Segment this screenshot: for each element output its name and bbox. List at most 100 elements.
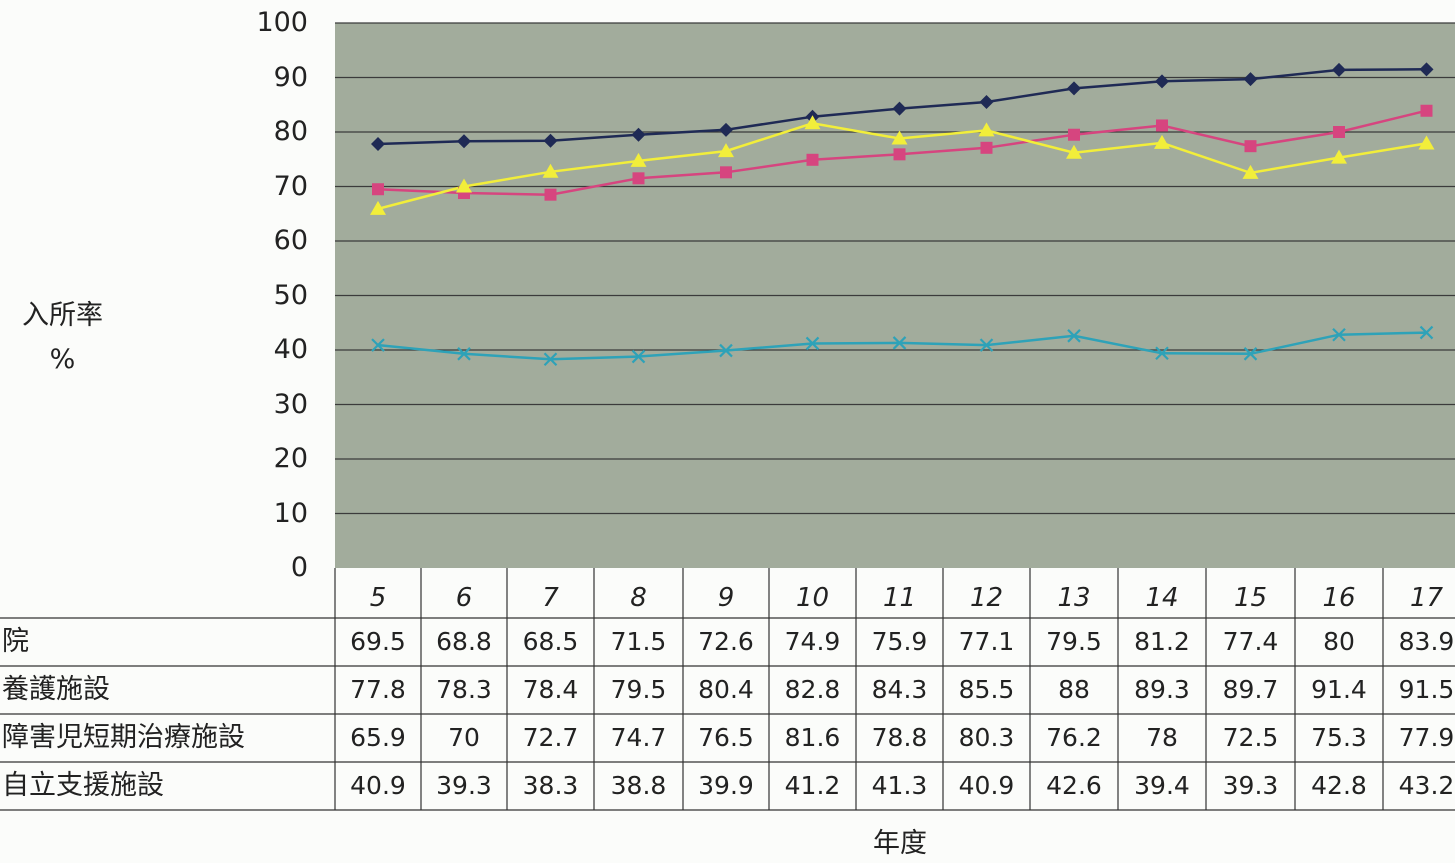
data-point [1155, 74, 1169, 89]
data-point [1243, 347, 1258, 361]
x-axis-title: 年度 [873, 828, 927, 859]
legend-series-label: 自立支援施設 [2, 770, 164, 801]
data-point [632, 172, 645, 185]
table-cell: 76.2 [1046, 723, 1102, 752]
data-point [630, 152, 647, 167]
data-point [542, 163, 559, 178]
table-cell: 74.9 [784, 627, 841, 656]
table-cell: 39.9 [698, 771, 754, 800]
table-cell: 41.3 [871, 771, 928, 800]
x-tick-label: 12 [969, 583, 1004, 613]
table-cell: 39.3 [436, 771, 492, 800]
data-table-grid [0, 568, 1455, 811]
gridlines [335, 22, 1455, 515]
data-point [1420, 104, 1433, 117]
table-cell: 40.9 [958, 771, 1015, 800]
data-point [1242, 164, 1259, 179]
y-tick-label: 20 [273, 443, 308, 474]
table-cell: 68.5 [522, 627, 579, 656]
data-point [1155, 346, 1169, 361]
x-tick-label: 11 [882, 583, 917, 613]
table-cell: 89.3 [1134, 675, 1190, 704]
y-axis-unit: % [49, 344, 76, 375]
table-cell: 42.6 [1046, 771, 1102, 800]
table-cell: 76.5 [698, 723, 754, 752]
table-cell: 78 [1146, 723, 1178, 752]
table-cell: 75.3 [1311, 723, 1367, 752]
data-point [1419, 325, 1434, 340]
data-point [372, 183, 384, 196]
table-cell: 91.5 [1398, 675, 1455, 704]
table-cell: 77.1 [958, 627, 1015, 656]
data-point [892, 336, 907, 350]
table-cell: 72.5 [1222, 723, 1279, 752]
table-cell: 91.4 [1311, 675, 1367, 704]
x-tick-label: 6 [455, 583, 473, 613]
data-point [1331, 149, 1347, 164]
y-axis-label: 入所率 [22, 300, 103, 331]
table-cell: 80.3 [958, 723, 1015, 752]
table-cell: 78.3 [436, 675, 492, 704]
table-cell: 89.7 [1222, 675, 1279, 704]
data-point [1332, 327, 1346, 342]
data-point [1243, 72, 1258, 87]
data-point [371, 136, 385, 151]
table-cell: 81.6 [784, 723, 841, 752]
table-cell: 39.4 [1134, 771, 1190, 800]
data-point [979, 338, 994, 352]
table-cell: 85.5 [958, 675, 1015, 704]
table-cell: 74.7 [610, 723, 667, 752]
x-tick-label: 10 [795, 583, 830, 613]
table-cell: 77.8 [350, 675, 406, 704]
table-cell: 43.2 [1398, 771, 1455, 800]
data-point [719, 122, 733, 137]
x-tick-label: 14 [1145, 583, 1179, 613]
y-tick-label: 50 [273, 279, 308, 311]
table-cell: 72.6 [698, 627, 754, 656]
legend-series-label: 養護施設 [2, 674, 110, 705]
data-point [805, 336, 820, 351]
y-tick-label: 30 [273, 388, 308, 420]
data-point [456, 178, 472, 193]
table-cell: 68.8 [436, 627, 492, 656]
table-cell: 84.3 [871, 675, 928, 704]
table-cell: 38.3 [522, 771, 579, 800]
data-point [1332, 62, 1346, 77]
series-markers [370, 62, 1435, 367]
x-tick-label: 8 [630, 583, 647, 613]
table-cell: 41.2 [784, 771, 841, 800]
table-cell: 77.4 [1222, 627, 1279, 656]
table-cell: 40.9 [350, 771, 406, 800]
table-cell: 38.8 [610, 771, 667, 800]
legend-series-label: 障害児短期治療施設 [2, 722, 245, 753]
y-tick-label: 100 [256, 7, 308, 38]
table-cell: 79.5 [610, 675, 667, 704]
table-cell: 42.8 [1311, 771, 1367, 800]
y-tick-label: 90 [273, 61, 308, 93]
x-tick-label: 13 [1057, 583, 1091, 613]
table-cell: 39.3 [1222, 771, 1279, 800]
data-point [631, 127, 646, 142]
y-tick-label: 80 [273, 116, 308, 147]
x-tick-label: 17 [1409, 583, 1444, 613]
table-cell: 70 [448, 723, 480, 752]
data-point [806, 153, 819, 166]
data-point [1066, 144, 1082, 159]
data-point [718, 143, 734, 158]
data-point [891, 130, 908, 145]
y-tick-label: 40 [273, 334, 308, 365]
legend-series-label: 院 [2, 626, 29, 657]
y-tick-label: 60 [273, 225, 308, 256]
data-point [1244, 140, 1257, 153]
data-point [979, 95, 994, 110]
data-point [1067, 329, 1081, 343]
data-point [543, 352, 558, 367]
table-cell: 72.7 [522, 723, 579, 752]
table-cell: 75.9 [871, 627, 928, 656]
data-point [1156, 119, 1168, 132]
data-point [1068, 128, 1080, 141]
data-point [893, 148, 906, 161]
table-cell: 65.9 [350, 723, 406, 752]
table-cell: 81.2 [1134, 627, 1190, 656]
